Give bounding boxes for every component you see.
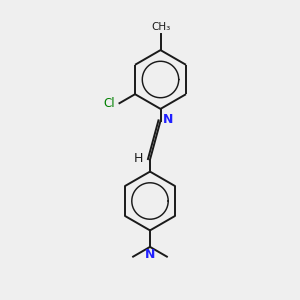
Text: N: N	[163, 113, 173, 126]
Text: H: H	[133, 152, 143, 165]
Text: Cl: Cl	[103, 97, 115, 110]
Text: CH₃: CH₃	[151, 22, 170, 32]
Text: N: N	[145, 248, 155, 261]
